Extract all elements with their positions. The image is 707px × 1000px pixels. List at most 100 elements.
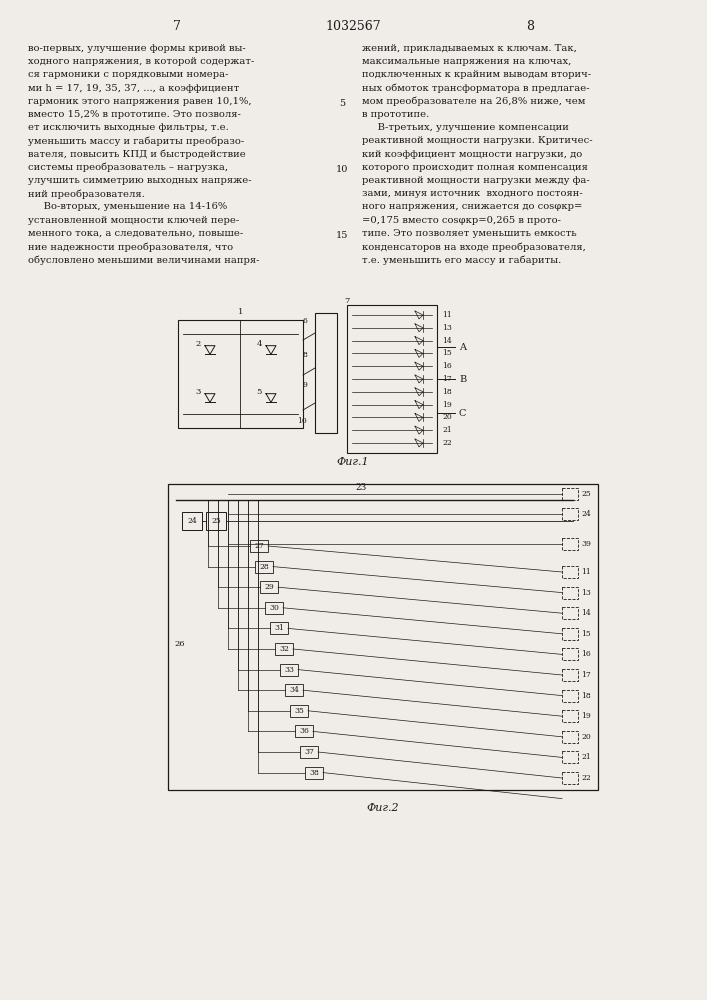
Text: реактивной мощности нагрузки. Критичес-: реактивной мощности нагрузки. Критичес- xyxy=(362,136,592,145)
Text: 16: 16 xyxy=(581,650,591,658)
Text: жений, прикладываемых к ключам. Так,: жений, прикладываемых к ключам. Так, xyxy=(362,44,577,53)
Text: B: B xyxy=(459,374,466,383)
Text: т.е. уменьшить его массу и габариты.: т.е. уменьшить его массу и габариты. xyxy=(362,255,561,265)
Text: 13: 13 xyxy=(581,589,591,597)
Text: во-первых, улучшение формы кривой вы-: во-первых, улучшение формы кривой вы- xyxy=(28,44,246,53)
Text: улучшить симметрию выходных напряже-: улучшить симметрию выходных напряже- xyxy=(28,176,252,185)
Bar xyxy=(562,710,578,722)
Text: 33: 33 xyxy=(284,666,294,674)
Text: 15: 15 xyxy=(581,630,591,638)
Bar xyxy=(275,643,293,655)
Text: C: C xyxy=(459,408,467,418)
Text: 11: 11 xyxy=(442,311,452,319)
Text: 5: 5 xyxy=(339,99,345,108)
Text: 10: 10 xyxy=(336,165,348,174)
Text: 34: 34 xyxy=(289,686,299,694)
Text: 30: 30 xyxy=(269,604,279,612)
Bar xyxy=(562,538,578,550)
Text: 16: 16 xyxy=(442,362,452,370)
Text: =0,175 вместо cosφкр=0,265 в прото-: =0,175 вместо cosφкр=0,265 в прото- xyxy=(362,216,561,225)
Text: 26: 26 xyxy=(174,640,185,648)
Text: вателя, повысить КПД и быстродействие: вателя, повысить КПД и быстродействие xyxy=(28,150,246,159)
Bar xyxy=(168,484,598,790)
Text: 22: 22 xyxy=(581,774,591,782)
Bar xyxy=(285,684,303,696)
Text: подключенных к крайним выводам вторич-: подключенных к крайним выводам вторич- xyxy=(362,70,591,79)
Text: 19: 19 xyxy=(442,401,452,409)
Text: 32: 32 xyxy=(279,645,289,653)
Text: максимальные напряжения на ключах,: максимальные напряжения на ключах, xyxy=(362,57,571,66)
Text: 1032567: 1032567 xyxy=(325,19,381,32)
Text: В-третьих, улучшение компенсации: В-третьих, улучшение компенсации xyxy=(362,123,569,132)
Text: 8: 8 xyxy=(526,19,534,32)
Bar xyxy=(206,512,226,530)
Text: обусловлено меньшими величинами напря-: обусловлено меньшими величинами напря- xyxy=(28,255,259,265)
Text: 2: 2 xyxy=(195,340,201,348)
Text: ний преобразователя.: ний преобразователя. xyxy=(28,189,145,199)
Bar xyxy=(295,725,313,737)
Text: гармоник этого напряжения равен 10,1%,: гармоник этого напряжения равен 10,1%, xyxy=(28,97,252,106)
Text: 36: 36 xyxy=(299,727,309,735)
Bar xyxy=(280,664,298,676)
Bar xyxy=(562,488,578,500)
Text: 14: 14 xyxy=(442,337,452,345)
Text: системы преобразователь – нагрузка,: системы преобразователь – нагрузка, xyxy=(28,163,228,172)
Text: 38: 38 xyxy=(309,769,319,777)
Text: 39: 39 xyxy=(581,540,591,548)
Bar xyxy=(562,566,578,578)
Text: Фиг.2: Фиг.2 xyxy=(367,803,399,813)
Text: Во-вторых, уменьшение на 14-16%: Во-вторых, уменьшение на 14-16% xyxy=(28,202,227,211)
Bar xyxy=(250,540,268,552)
Text: 18: 18 xyxy=(442,388,452,396)
Text: 37: 37 xyxy=(304,748,314,756)
Text: 29: 29 xyxy=(264,583,274,591)
Text: ся гармоники с порядковыми номера-: ся гармоники с порядковыми номера- xyxy=(28,70,228,79)
Text: 25: 25 xyxy=(581,490,591,498)
Bar xyxy=(562,587,578,599)
Bar xyxy=(255,561,273,573)
Text: вместо 15,2% в прототипе. Это позволя-: вместо 15,2% в прототипе. Это позволя- xyxy=(28,110,241,119)
Bar xyxy=(562,607,578,619)
Bar xyxy=(178,320,303,428)
Text: 23: 23 xyxy=(356,483,367,492)
Text: ет исключить выходные фильтры, т.е.: ет исключить выходные фильтры, т.е. xyxy=(28,123,229,132)
Text: 8: 8 xyxy=(302,351,307,359)
Text: 27: 27 xyxy=(254,542,264,550)
Text: ных обмоток трансформатора в предлагае-: ных обмоток трансформатора в предлагае- xyxy=(362,84,590,93)
Bar xyxy=(562,751,578,763)
Text: 13: 13 xyxy=(442,324,452,332)
Text: 7: 7 xyxy=(173,19,181,32)
Bar xyxy=(562,508,578,520)
Text: конденсаторов на входе преобразователя,: конденсаторов на входе преобразователя, xyxy=(362,242,586,251)
Text: 1: 1 xyxy=(238,308,243,316)
Bar xyxy=(265,602,283,614)
Text: зами, минуя источник  входного постоян-: зами, минуя источник входного постоян- xyxy=(362,189,583,198)
Text: A: A xyxy=(459,342,466,352)
Text: 15: 15 xyxy=(336,231,348,240)
Text: 15: 15 xyxy=(442,349,452,357)
Text: ми h = 17, 19, 35, 37, ..., а коэффициент: ми h = 17, 19, 35, 37, ..., а коэффициен… xyxy=(28,84,239,93)
Text: в прототипе.: в прототипе. xyxy=(362,110,429,119)
Text: 17: 17 xyxy=(442,375,452,383)
Bar xyxy=(562,669,578,681)
Text: Фиг.1: Фиг.1 xyxy=(337,457,369,467)
Text: 5: 5 xyxy=(257,388,262,396)
Bar xyxy=(260,581,278,593)
Bar xyxy=(270,622,288,634)
Text: 35: 35 xyxy=(294,707,304,715)
Bar xyxy=(290,705,308,717)
Text: менного тока, а следовательно, повыше-: менного тока, а следовательно, повыше- xyxy=(28,229,243,238)
Text: 9: 9 xyxy=(302,381,307,389)
Text: 7: 7 xyxy=(344,297,350,305)
Text: 21: 21 xyxy=(442,426,452,434)
Text: установленной мощности ключей пере-: установленной мощности ключей пере- xyxy=(28,216,239,225)
Text: 28: 28 xyxy=(259,563,269,571)
Text: 24: 24 xyxy=(187,517,197,525)
Bar xyxy=(562,628,578,640)
Text: 18: 18 xyxy=(581,692,591,700)
Text: 20: 20 xyxy=(442,413,452,421)
Text: 14: 14 xyxy=(581,609,591,617)
Text: 25: 25 xyxy=(211,517,221,525)
Text: 17: 17 xyxy=(581,671,591,679)
Text: 24: 24 xyxy=(581,510,591,518)
